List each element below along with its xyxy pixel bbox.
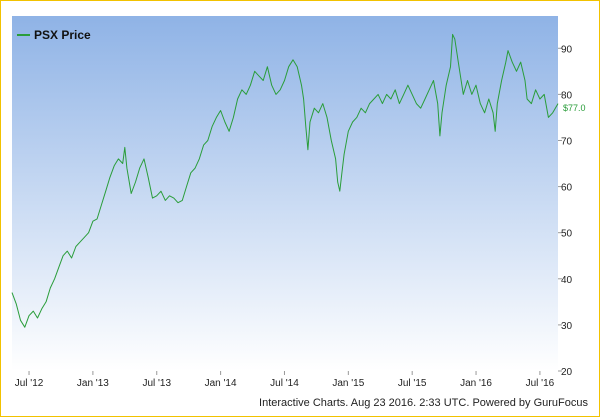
x-tick-label: Jan '14: [205, 378, 237, 389]
x-tick-label: Jul '15: [398, 378, 427, 389]
y-tick-label: 20: [561, 367, 573, 378]
y-tick-label: 30: [561, 321, 573, 332]
y-tick-label: 90: [561, 44, 573, 55]
x-axis: Jul '12 Jan '13 Jul '13 Jan '14 Jul '14 Jan '…: [15, 371, 555, 389]
x-tick-label: Jul '16: [526, 378, 555, 389]
last-price-tag: $77.0: [561, 101, 599, 116]
x-tick-label: Jul '13: [142, 378, 171, 389]
x-tick-label: Jan '13: [77, 378, 109, 389]
y-tick-label: 80: [561, 90, 573, 101]
x-tick-label: Jan '15: [332, 378, 364, 389]
y-tick-label: 50: [561, 229, 573, 240]
y-tick-label: 70: [561, 136, 573, 147]
legend[interactable]: PSX Price: [17, 28, 91, 42]
x-tick-label: Jul '12: [15, 378, 44, 389]
x-tick-label: Jan '16: [460, 378, 492, 389]
legend-label: PSX Price: [34, 28, 91, 42]
plot-area: [12, 16, 558, 371]
x-tick-label: Jul '14: [270, 378, 299, 389]
series-layer: [11, 33, 559, 328]
last-price-label: $77.0: [563, 103, 586, 113]
y-tick-label: 60: [561, 183, 573, 194]
y-axis: 20 30 40 50 60 70 80 90: [558, 44, 573, 378]
y-tick-label: 40: [561, 275, 573, 286]
credit-text[interactable]: Interactive Charts. Aug 23 2016. 2:33 UT…: [259, 397, 588, 409]
series-line-psx-price[interactable]: [11, 33, 559, 328]
